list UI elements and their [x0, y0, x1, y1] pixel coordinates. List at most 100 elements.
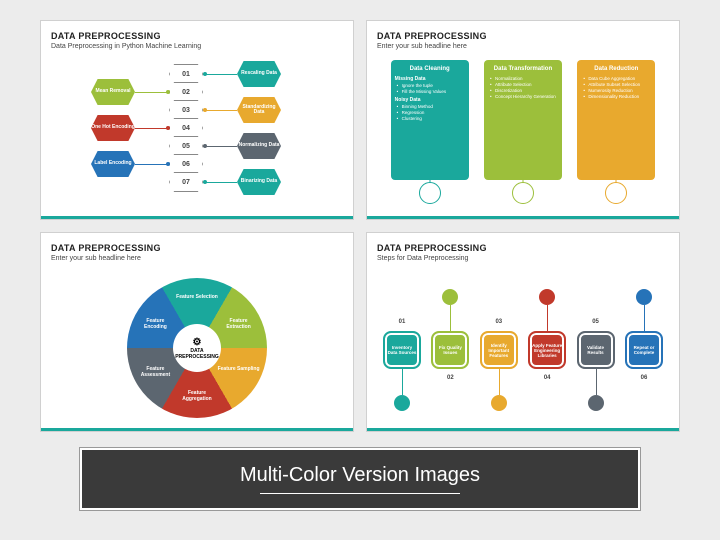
slide-grid: DATA PREPROCESSING Data Preprocessing in… — [40, 20, 680, 432]
donut-segment-label: Feature Selection — [176, 294, 218, 300]
hex-number: 04 — [169, 118, 203, 138]
hex-label: One Hot Encoding — [91, 115, 135, 141]
slide-title: DATA PREPROCESSING — [377, 243, 669, 253]
donut-chart: ⚙ DATA PREPROCESSING Feature Selection Fe… — [127, 278, 267, 418]
donut-segment-label: Feature Aggregation — [176, 390, 218, 402]
process-step: Identify Important Features03 — [480, 331, 518, 369]
hex-connector — [203, 146, 237, 147]
process-step-num: 02 — [447, 375, 454, 381]
banner-group-head: Noisy Data — [395, 97, 465, 103]
banner-icon — [419, 182, 441, 204]
teal-underline — [367, 216, 679, 219]
banner-item: Ignore the tuple — [397, 83, 465, 88]
hex-number: 01 — [169, 64, 203, 84]
footer-text: Multi-Color Version Images — [82, 464, 638, 487]
hex-label: Rescaling Data — [237, 61, 281, 87]
hex-dot — [203, 72, 207, 76]
slide-subtitle: Data Preprocessing in Python Machine Lea… — [51, 43, 343, 50]
banner-item: Attribute Selection — [490, 82, 558, 87]
slide-title: DATA PREPROCESSING — [51, 243, 343, 253]
footer-underline — [260, 493, 460, 494]
banner-item: Data Cube Aggregation — [583, 76, 651, 81]
hex-connector — [135, 128, 169, 129]
donut-center: ⚙ DATA PREPROCESSING — [173, 324, 221, 372]
hex-dot — [203, 144, 207, 148]
hex-label: Standardizing Data — [237, 97, 281, 123]
hex-number: 03 — [169, 100, 203, 120]
hex-dot — [203, 180, 207, 184]
banner-row: Data Cleaning Missing DataIgnore the tupl… — [377, 60, 669, 180]
hex-number: 06 — [169, 154, 203, 174]
banner: Data Cleaning Missing DataIgnore the tupl… — [391, 60, 469, 180]
process-step-icon — [491, 395, 507, 411]
donut-center-label: DATA PREPROCESSING — [173, 348, 221, 360]
donut-segment-label: Feature Assessment — [134, 366, 176, 378]
hex-connector — [203, 110, 237, 111]
hex-dot — [166, 162, 170, 166]
banner-item: Fill the Missing Values — [397, 89, 465, 94]
donut-segment-label: Feature Encoding — [134, 318, 176, 330]
banner-group-head: Missing Data — [395, 76, 465, 82]
slide-subtitle: Enter your sub headline here — [377, 43, 669, 50]
banner-list: Data Cube AggregationAttribute Subset Se… — [581, 76, 651, 99]
hex-connector — [135, 92, 169, 93]
hex-number: 05 — [169, 136, 203, 156]
banner-list: Ignore the tupleFill the Missing Values — [395, 83, 465, 94]
teal-underline — [367, 428, 679, 431]
hex-dot — [166, 126, 170, 130]
banner-item: Binning Method — [397, 104, 465, 109]
donut-segment-label: Feature Sampling — [218, 366, 260, 372]
banner-item: Attribute Subset Selection — [583, 82, 651, 87]
process-step-num: 06 — [641, 375, 648, 381]
process-step-connector — [499, 369, 500, 395]
slide-process: DATA PREPROCESSING Steps for Data Prepro… — [366, 232, 680, 432]
donut-segment-label: Feature Extraction — [218, 318, 260, 330]
hex-label: Label Encoding — [91, 151, 135, 177]
slide-donut: DATA PREPROCESSING Enter your sub headli… — [40, 232, 354, 432]
hex-number: 02 — [169, 82, 203, 102]
banner-item: Concept Hierarchy Generation — [490, 94, 558, 99]
banner-icon — [512, 182, 534, 204]
banner-item: Discretization — [490, 88, 558, 93]
banner-list: NormalizationAttribute SelectionDiscreti… — [488, 76, 558, 99]
banner-item: Numerosity Reduction — [583, 88, 651, 93]
hex-label: Normalizing Data — [237, 133, 281, 159]
slide-title: DATA PREPROCESSING — [51, 31, 343, 41]
slide-subtitle: Steps for Data Preprocessing — [377, 255, 669, 262]
banner-item: Regression — [397, 110, 465, 115]
donut-area: ⚙ DATA PREPROCESSING Feature Selection Fe… — [51, 268, 343, 428]
process-step-num: 03 — [495, 319, 502, 325]
hex-dot — [166, 90, 170, 94]
process-step: Validate Results05 — [577, 331, 615, 369]
process-step-icon — [442, 289, 458, 305]
process-step: Repeat or Complete06 — [625, 331, 663, 369]
slide-title: DATA PREPROCESSING — [377, 31, 669, 41]
teal-underline — [41, 216, 353, 219]
process-step: Inventory Data Sources01 — [383, 331, 421, 369]
hex-label: Binarizing Data — [237, 169, 281, 195]
donut-center-icon: ⚙ — [193, 337, 202, 348]
process-step: Apply Feature Engineering Libraries04 — [528, 331, 566, 369]
banner-item: Dimensionality Reduction — [583, 94, 651, 99]
process-step-icon — [636, 289, 652, 305]
banner-title: Data Cleaning — [395, 66, 465, 72]
hex-area: 01 Rescaling Data 02 Mean Removal 03 Standard… — [51, 56, 343, 216]
hex-connector — [203, 182, 237, 183]
banner-item: Clustering — [397, 116, 465, 121]
hex-dot — [203, 108, 207, 112]
slide-subtitle: Enter your sub headline here — [51, 255, 343, 262]
hex-label: Mean Removal — [91, 79, 135, 105]
process-step-connector — [547, 305, 548, 331]
process-step-num: 01 — [399, 319, 406, 325]
page-container: DATA PREPROCESSING Data Preprocessing in… — [0, 0, 720, 510]
process-row: Inventory Data Sources01 Fix Quality Issu… — [377, 331, 669, 369]
banner-item: Normalization — [490, 76, 558, 81]
process-step-icon — [394, 395, 410, 411]
slide-hexagon: DATA PREPROCESSING Data Preprocessing in… — [40, 20, 354, 220]
hex-number: 07 — [169, 172, 203, 192]
banner-title: Data Transformation — [488, 66, 558, 72]
process-step-num: 05 — [592, 319, 599, 325]
hex-connector — [203, 74, 237, 75]
process-step: Fix Quality Issues02 — [431, 331, 469, 369]
process-step-connector — [596, 369, 597, 395]
